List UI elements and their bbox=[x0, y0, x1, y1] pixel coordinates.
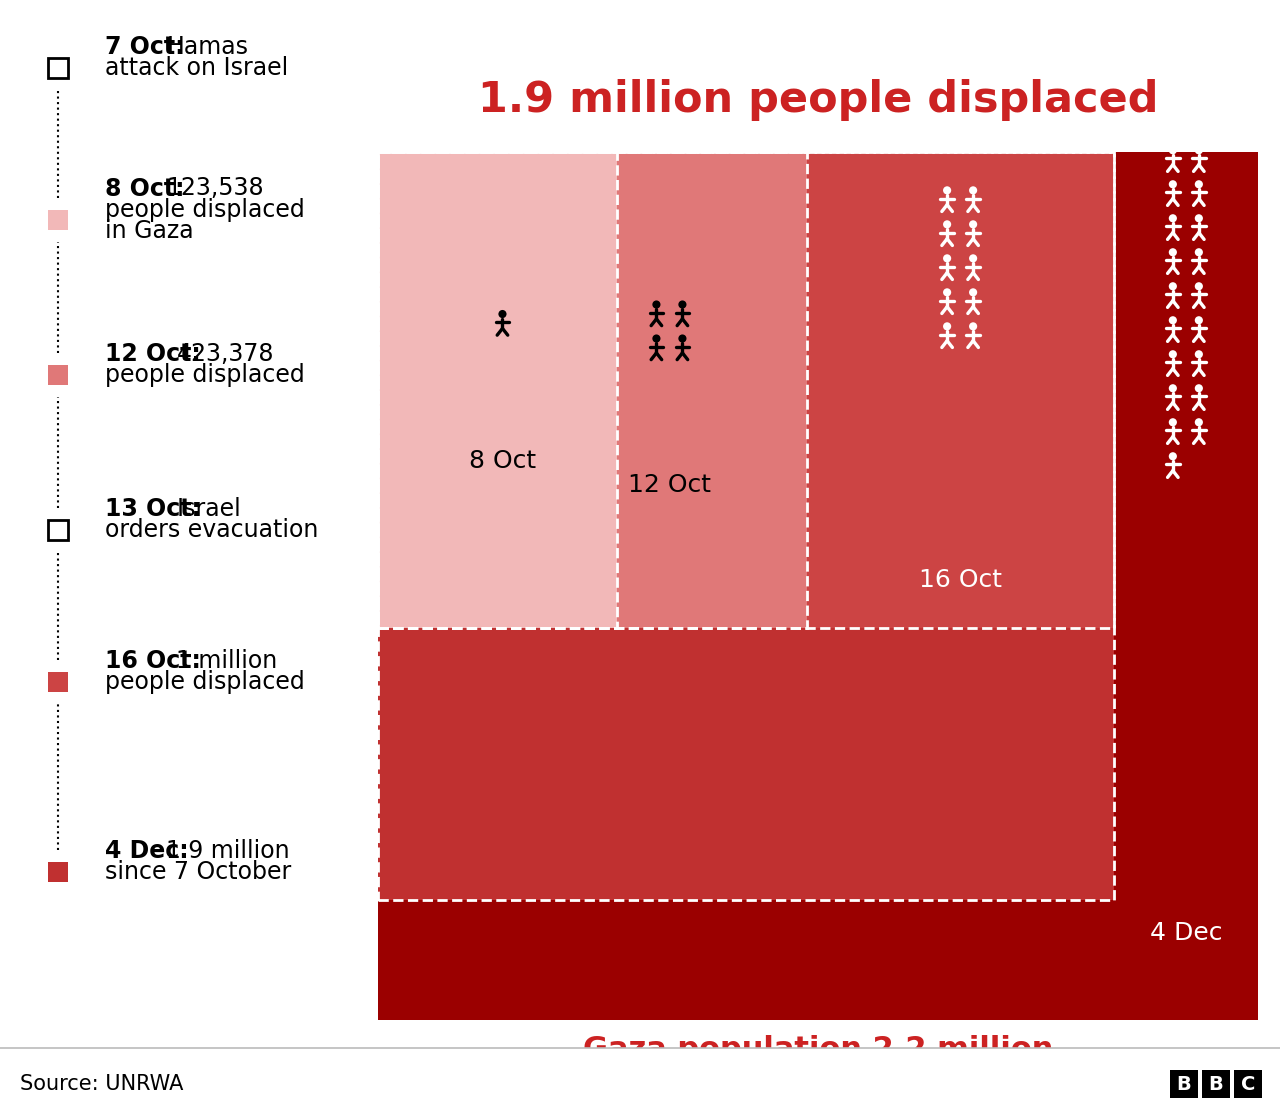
Circle shape bbox=[1169, 452, 1176, 460]
Circle shape bbox=[1194, 384, 1203, 392]
Bar bbox=[378, 152, 1114, 900]
Text: Source: UNRWA: Source: UNRWA bbox=[20, 1074, 183, 1094]
Circle shape bbox=[1169, 384, 1176, 392]
Text: people displaced: people displaced bbox=[105, 363, 305, 388]
Text: Gaza population 2.2 million: Gaza population 2.2 million bbox=[582, 1036, 1053, 1064]
Text: 1.9 million people displaced: 1.9 million people displaced bbox=[477, 80, 1158, 121]
Text: 12 Oct: 12 Oct bbox=[628, 473, 710, 497]
Bar bbox=[378, 152, 806, 627]
Circle shape bbox=[1194, 418, 1203, 427]
Circle shape bbox=[1194, 214, 1203, 223]
Circle shape bbox=[943, 288, 951, 297]
Text: 12 Oct:: 12 Oct: bbox=[105, 342, 209, 366]
Circle shape bbox=[1194, 351, 1203, 358]
Text: 1 million: 1 million bbox=[177, 648, 278, 673]
Circle shape bbox=[1194, 316, 1203, 325]
Circle shape bbox=[943, 323, 951, 330]
Circle shape bbox=[943, 254, 951, 262]
Bar bbox=[1234, 1070, 1262, 1098]
Text: B: B bbox=[1208, 1074, 1224, 1093]
Circle shape bbox=[1169, 147, 1176, 155]
Text: 8 Oct: 8 Oct bbox=[468, 449, 536, 473]
Bar bbox=[0, 1048, 1280, 1120]
Circle shape bbox=[969, 323, 977, 330]
Bar bbox=[49, 520, 68, 540]
Circle shape bbox=[653, 300, 660, 309]
Text: 16 Oct:: 16 Oct: bbox=[105, 648, 209, 673]
Circle shape bbox=[1194, 147, 1203, 155]
Text: 13 Oct:: 13 Oct: bbox=[105, 497, 209, 521]
Circle shape bbox=[678, 335, 686, 343]
Bar bbox=[378, 152, 617, 627]
Bar bbox=[378, 152, 1114, 900]
Text: since 7 October: since 7 October bbox=[105, 860, 292, 884]
Text: attack on Israel: attack on Israel bbox=[105, 56, 288, 80]
Bar bbox=[49, 862, 68, 883]
Text: in Gaza: in Gaza bbox=[105, 218, 193, 243]
Text: 1.9 million: 1.9 million bbox=[166, 839, 289, 864]
Circle shape bbox=[1169, 249, 1176, 256]
Text: 123,538: 123,538 bbox=[166, 177, 264, 200]
Bar bbox=[378, 152, 1114, 627]
Circle shape bbox=[1169, 180, 1176, 188]
Text: 423,378: 423,378 bbox=[177, 342, 274, 366]
Text: 8 Oct:: 8 Oct: bbox=[105, 177, 193, 200]
Bar bbox=[378, 152, 806, 627]
Bar bbox=[378, 152, 1258, 1020]
Circle shape bbox=[653, 335, 660, 343]
Circle shape bbox=[969, 288, 977, 297]
Circle shape bbox=[1169, 418, 1176, 427]
Text: Israel: Israel bbox=[177, 497, 241, 521]
Circle shape bbox=[969, 254, 977, 262]
Bar bbox=[1202, 1070, 1230, 1098]
Text: C: C bbox=[1240, 1074, 1256, 1093]
Circle shape bbox=[678, 300, 686, 309]
Text: 4 Dec: 4 Dec bbox=[1149, 921, 1222, 945]
Bar bbox=[49, 672, 68, 692]
Circle shape bbox=[498, 310, 507, 318]
Text: Hamas: Hamas bbox=[166, 35, 248, 59]
Circle shape bbox=[1169, 214, 1176, 223]
Bar bbox=[49, 211, 68, 230]
Circle shape bbox=[969, 186, 977, 195]
Bar bbox=[49, 58, 68, 78]
Text: 7 Oct:: 7 Oct: bbox=[105, 35, 193, 59]
Text: people displaced: people displaced bbox=[105, 670, 305, 694]
Circle shape bbox=[1169, 351, 1176, 358]
Text: B: B bbox=[1176, 1074, 1192, 1093]
Circle shape bbox=[1169, 282, 1176, 290]
Circle shape bbox=[1194, 180, 1203, 188]
Text: people displaced: people displaced bbox=[105, 197, 305, 222]
Text: 4 Dec:: 4 Dec: bbox=[105, 839, 197, 864]
Text: 16 Oct: 16 Oct bbox=[919, 568, 1002, 592]
Bar bbox=[378, 152, 617, 627]
Circle shape bbox=[1194, 249, 1203, 256]
Bar bbox=[49, 365, 68, 385]
Text: orders evacuation: orders evacuation bbox=[105, 517, 319, 542]
Circle shape bbox=[943, 186, 951, 195]
Bar bbox=[1170, 1070, 1198, 1098]
Circle shape bbox=[943, 221, 951, 228]
Circle shape bbox=[1169, 316, 1176, 325]
Circle shape bbox=[1194, 282, 1203, 290]
Bar bbox=[378, 152, 1114, 627]
Circle shape bbox=[969, 221, 977, 228]
